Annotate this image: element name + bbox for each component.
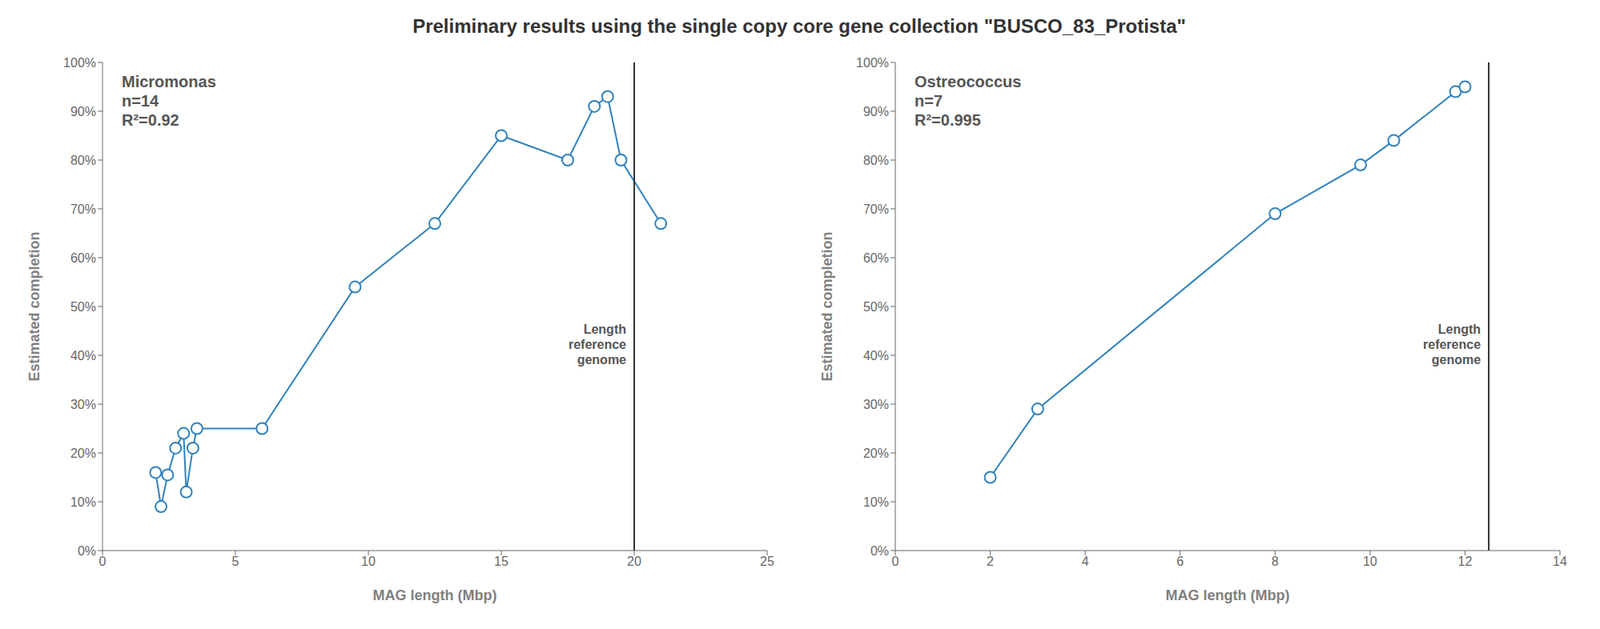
- svg-text:0: 0: [99, 554, 107, 569]
- svg-text:Lengthreferencegenome: Lengthreferencegenome: [568, 322, 627, 367]
- svg-text:30%: 30%: [863, 397, 889, 412]
- svg-text:50%: 50%: [863, 300, 889, 314]
- svg-text:10%: 10%: [70, 495, 97, 510]
- svg-text:Estimated completion: Estimated completion: [819, 231, 836, 382]
- svg-text:20%: 20%: [863, 446, 889, 461]
- svg-text:60%: 60%: [70, 251, 97, 266]
- svg-text:Estimated completion: Estimated completion: [26, 231, 43, 382]
- svg-text:70%: 70%: [70, 202, 97, 217]
- svg-text:0%: 0%: [870, 544, 889, 559]
- svg-text:6: 6: [1176, 554, 1184, 569]
- svg-text:0%: 0%: [77, 544, 97, 559]
- svg-text:5: 5: [232, 554, 240, 569]
- svg-text:2: 2: [986, 554, 994, 569]
- svg-text:8: 8: [1271, 554, 1279, 569]
- svg-text:90%: 90%: [70, 104, 97, 119]
- svg-text:10%: 10%: [863, 495, 889, 510]
- svg-text:MAG length (Mbp): MAG length (Mbp): [1165, 587, 1291, 604]
- svg-text:50%: 50%: [70, 300, 97, 314]
- svg-text:60%: 60%: [863, 251, 889, 266]
- svg-text:20%: 20%: [70, 446, 97, 461]
- svg-text:10: 10: [361, 554, 376, 569]
- svg-text:40%: 40%: [863, 349, 889, 363]
- svg-text:Lengthreferencegenome: Lengthreferencegenome: [1423, 322, 1481, 367]
- svg-text:4: 4: [1081, 554, 1090, 569]
- svg-text:15: 15: [494, 554, 509, 569]
- svg-text:0: 0: [892, 554, 900, 569]
- svg-text:MAG length (Mbp): MAG length (Mbp): [373, 587, 498, 604]
- svg-text:100%: 100%: [856, 56, 889, 70]
- html-text:Micromonas n=14 R²=0.92: Micromonas n=14 R²=0.92: [121, 72, 217, 129]
- svg-text:90%: 90%: [863, 104, 889, 119]
- svg-text:70%: 70%: [863, 202, 889, 217]
- html-text:Ostreococcus n=7 R²=0.995: Ostreococcus n=7 R²=0.995: [914, 72, 1022, 129]
- svg-text:80%: 80%: [863, 153, 889, 168]
- html-text:Preliminary results using the: Preliminary results using the single cop…: [412, 15, 1186, 37]
- svg-text:14: 14: [1552, 554, 1568, 569]
- svg-text:10: 10: [1362, 554, 1378, 569]
- svg-text:20: 20: [627, 554, 642, 569]
- svg-text:12: 12: [1458, 554, 1473, 569]
- svg-text:80%: 80%: [70, 153, 97, 168]
- svg-text:25: 25: [759, 554, 775, 569]
- svg-text:30%: 30%: [70, 397, 97, 412]
- svg-text:100%: 100%: [63, 56, 97, 70]
- svg-text:40%: 40%: [70, 349, 97, 363]
